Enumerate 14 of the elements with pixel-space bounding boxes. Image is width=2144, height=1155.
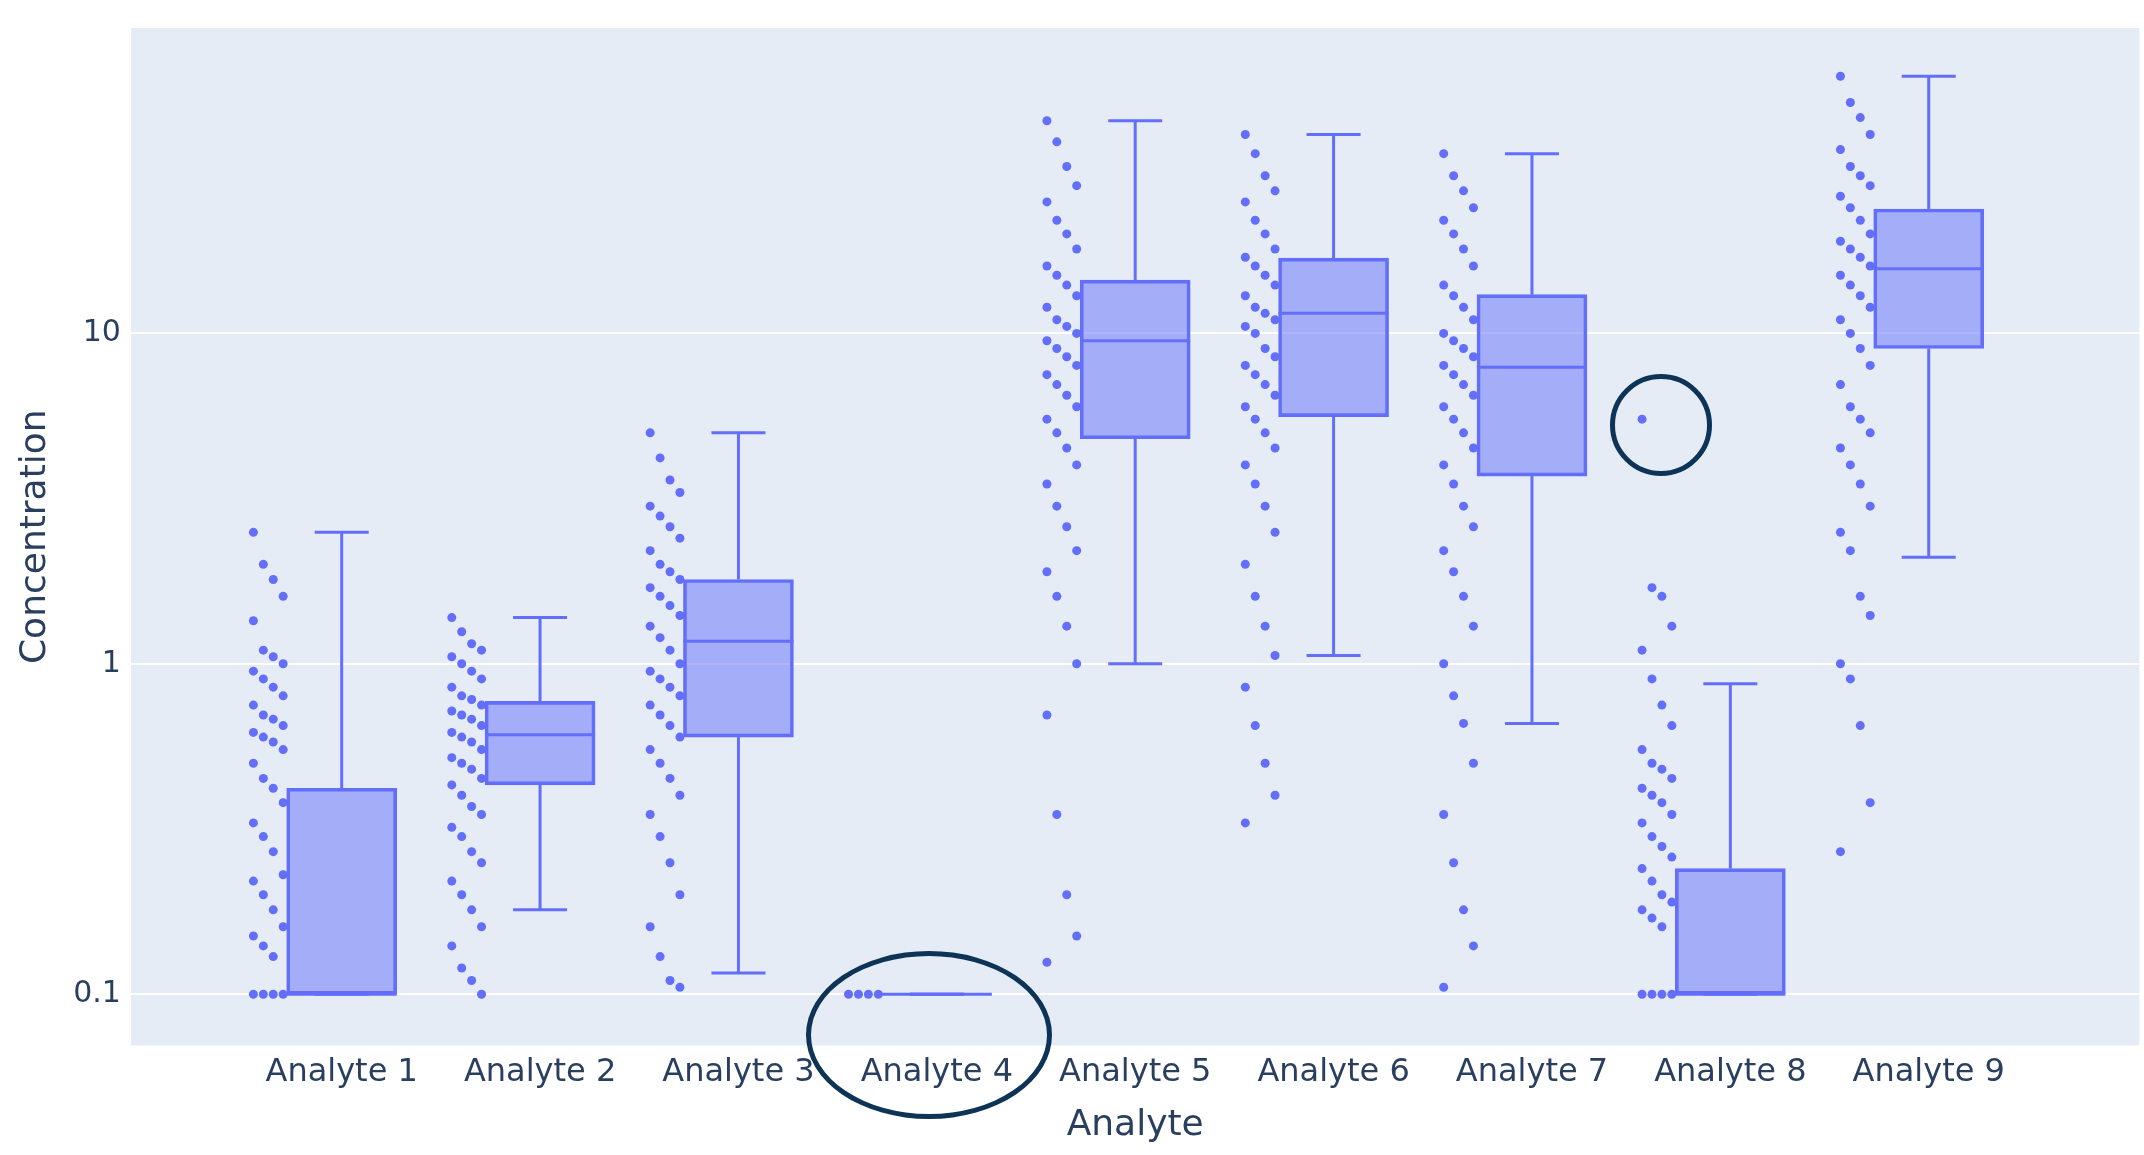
y-axis-title: Concentration: [11, 409, 53, 665]
x-tick-label: Analyte 7: [1455, 1050, 1609, 1089]
x-tick-label: Analyte 4: [860, 1050, 1014, 1089]
x-tick-label: Analyte 2: [463, 1050, 617, 1089]
x-tick-label: Analyte 9: [1852, 1050, 2005, 1089]
x-tick-label: Analyte 1: [265, 1050, 418, 1089]
x-tick-label: Analyte 3: [662, 1050, 815, 1089]
x-tick-label: Analyte 5: [1059, 1050, 1212, 1089]
x-axis-title: Analyte: [1066, 1101, 1204, 1143]
y-tick-label: 10: [82, 313, 121, 349]
x-tick-label: Analyte 8: [1654, 1050, 1807, 1089]
x-tick-label: Analyte 6: [1257, 1050, 1410, 1089]
y-tick-label: 0.1: [73, 974, 121, 1010]
y-tick-label: 1: [101, 643, 121, 679]
